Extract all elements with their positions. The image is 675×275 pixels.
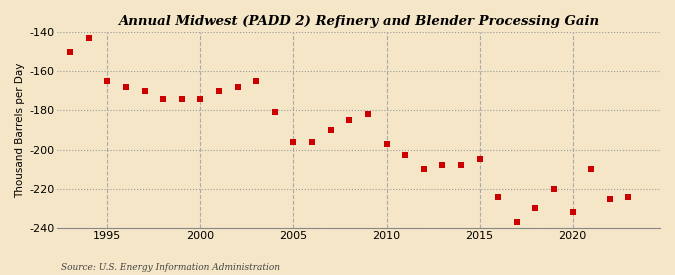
Point [586, 167, 597, 171]
Point [176, 97, 187, 101]
Point [493, 194, 504, 199]
Point [456, 163, 466, 167]
Point [549, 186, 560, 191]
Point [251, 79, 262, 83]
Y-axis label: Thousand Barrels per Day: Thousand Barrels per Day [15, 62, 25, 198]
Point [474, 157, 485, 162]
Point [381, 141, 392, 146]
Point [344, 118, 354, 122]
Point [102, 79, 113, 83]
Point [121, 85, 132, 89]
Point [623, 194, 634, 199]
Point [158, 97, 169, 101]
Point [65, 49, 76, 54]
Point [362, 112, 373, 117]
Title: Annual Midwest (PADD 2) Refinery and Blender Processing Gain: Annual Midwest (PADD 2) Refinery and Ble… [118, 15, 599, 28]
Point [84, 36, 95, 40]
Point [567, 210, 578, 214]
Point [400, 153, 410, 158]
Point [195, 97, 206, 101]
Point [306, 139, 317, 144]
Point [269, 110, 280, 114]
Point [325, 128, 336, 132]
Point [139, 89, 150, 93]
Point [214, 89, 225, 93]
Point [512, 220, 522, 224]
Point [418, 167, 429, 171]
Point [530, 206, 541, 211]
Point [288, 139, 299, 144]
Point [604, 196, 615, 201]
Text: Source: U.S. Energy Information Administration: Source: U.S. Energy Information Administ… [61, 263, 279, 272]
Point [232, 85, 243, 89]
Point [437, 163, 448, 167]
